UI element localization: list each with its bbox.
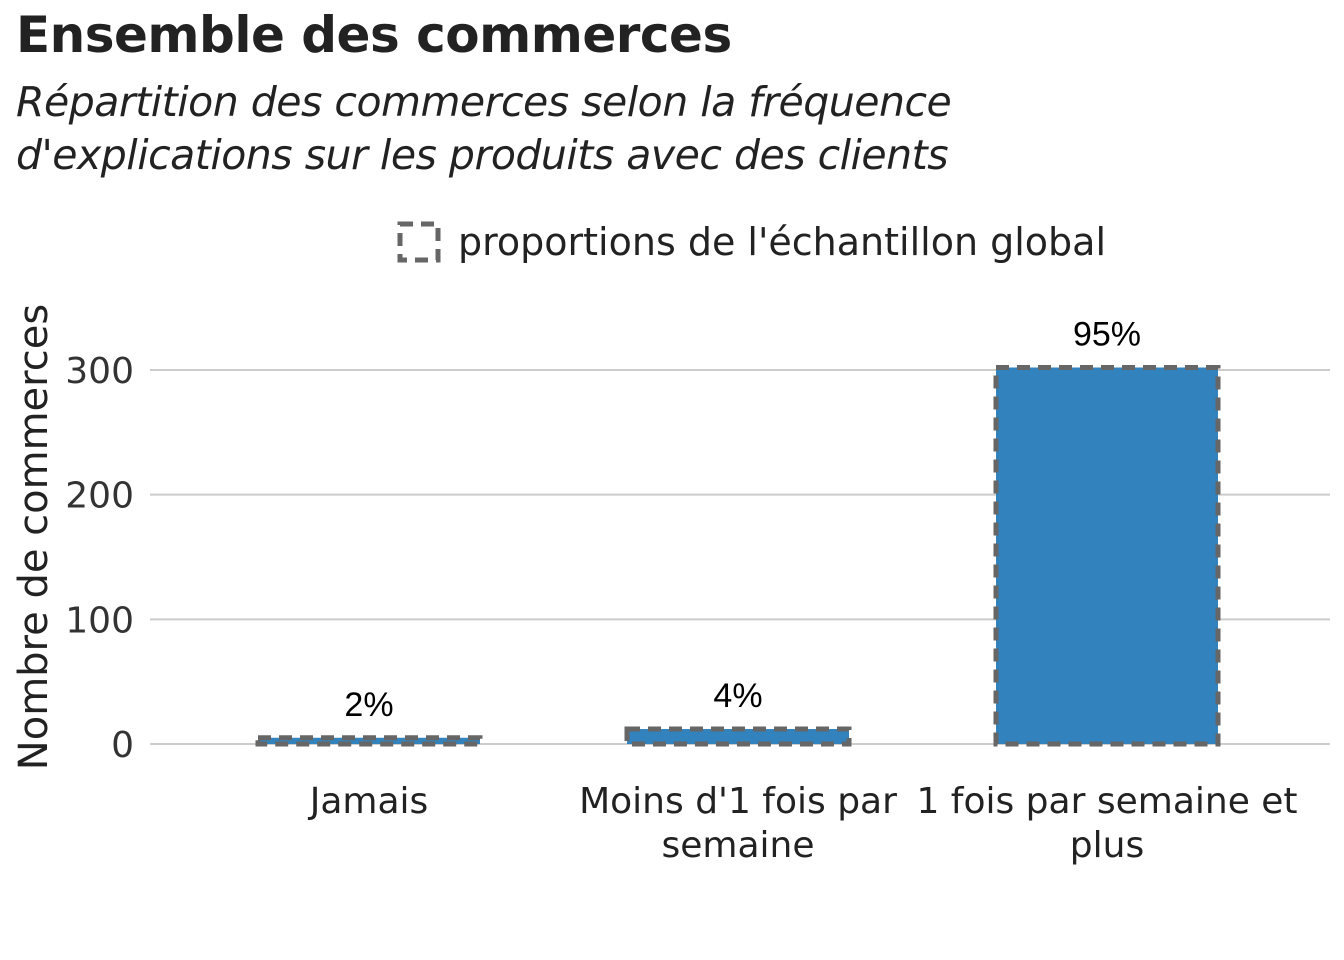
y-axis-label: Nombre de commerces <box>11 304 57 770</box>
legend-label: proportions de l'échantillon global <box>458 220 1106 264</box>
x-tick-2-line-0: 1 fois par semaine et <box>916 781 1297 822</box>
legend-swatch-dashed-outline <box>400 224 438 260</box>
y-tick-100: 100 <box>65 600 134 641</box>
x-tick-1-line-1: semaine <box>662 825 815 866</box>
x-tick-2-line-1: plus <box>1070 825 1144 866</box>
y-tick-labels: 0 100 200 300 <box>65 351 134 766</box>
bar-2 <box>996 368 1218 744</box>
y-tick-0: 0 <box>111 725 134 766</box>
y-tick-200: 200 <box>65 476 134 517</box>
x-tick-0-line-0: Jamais <box>308 781 429 822</box>
data-label-1: 4% <box>713 677 762 715</box>
legend: proportions de l'échantillon global <box>400 220 1106 264</box>
x-tick-1-line-0: Moins d'1 fois par <box>579 781 897 822</box>
y-tick-300: 300 <box>65 351 134 392</box>
data-label-0: 2% <box>344 686 393 724</box>
data-label-2: 95% <box>1073 316 1141 354</box>
